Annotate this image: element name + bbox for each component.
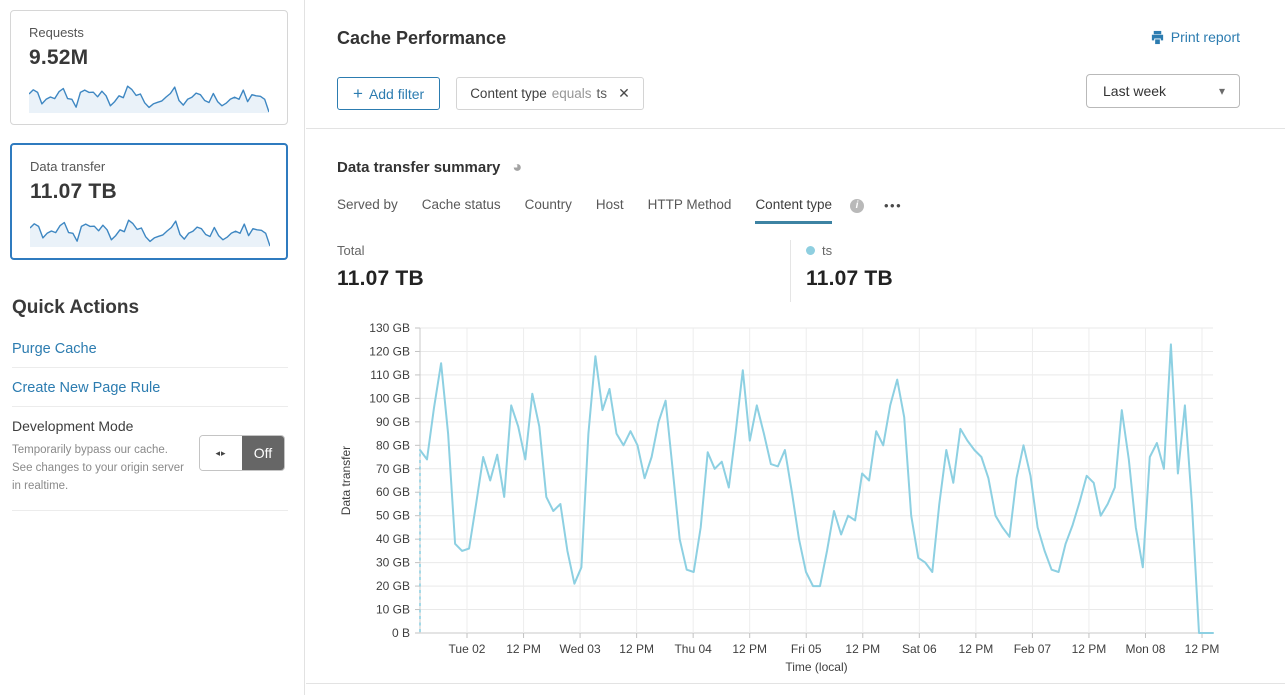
svg-text:0 B: 0 B <box>392 626 410 640</box>
filter-bar: + Add filter Content type equals ts ✕ <box>337 77 644 110</box>
quick-actions-title: Quick Actions <box>12 297 140 318</box>
more-options-icon[interactable]: ••• <box>884 198 903 213</box>
divider <box>12 510 288 511</box>
svg-text:130 GB: 130 GB <box>369 321 410 335</box>
svg-text:80 GB: 80 GB <box>376 438 410 452</box>
svg-text:Tue 02: Tue 02 <box>449 642 486 656</box>
requests-card-value: 9.52M <box>29 46 89 69</box>
purge-cache-link[interactable]: Purge Cache <box>12 341 97 357</box>
series-stat-value: 11.07 TB <box>806 267 893 290</box>
divider <box>306 128 1285 129</box>
svg-text:12 PM: 12 PM <box>619 642 654 656</box>
tab-country[interactable]: Country <box>524 197 572 212</box>
printer-icon <box>1151 30 1163 44</box>
svg-text:20 GB: 20 GB <box>376 579 410 593</box>
data-transfer-metric-card[interactable]: Data transfer 11.07 TB <box>10 143 288 260</box>
add-filter-button[interactable]: + Add filter <box>337 77 441 110</box>
development-mode-description: Temporarily bypass our cache. See change… <box>12 444 184 492</box>
requests-sparkline-chart <box>29 85 269 113</box>
svg-text:Fri 05: Fri 05 <box>791 642 822 656</box>
toggle-arrows-icon: ◂▸ <box>200 436 242 470</box>
dimension-tabs: Served by Cache status Country Host HTTP… <box>337 197 902 224</box>
tab-cache-status[interactable]: Cache status <box>421 197 501 212</box>
divider <box>12 367 288 368</box>
svg-text:Thu 04: Thu 04 <box>674 642 712 656</box>
section-title: Data transfer summary <box>337 159 501 176</box>
svg-text:10 GB: 10 GB <box>376 603 410 617</box>
requests-metric-card[interactable]: Requests 9.52M <box>10 10 288 125</box>
data-transfer-card-value: 11.07 TB <box>30 180 117 203</box>
filter-remove-icon[interactable]: ✕ <box>618 85 630 101</box>
plus-icon: + <box>353 83 363 103</box>
svg-text:12 PM: 12 PM <box>1072 642 1107 656</box>
svg-text:Sat 06: Sat 06 <box>902 642 937 656</box>
series-stat-label[interactable]: ts <box>822 243 833 258</box>
filter-chip-operator: equals <box>551 86 592 101</box>
toggle-state-label: Off <box>242 436 284 470</box>
chevron-down-icon: ▾ <box>1218 84 1225 98</box>
total-stat: Total 11.07 TB <box>337 243 424 291</box>
development-mode-toggle[interactable]: ◂▸ Off <box>199 435 285 471</box>
data-transfer-card-label: Data transfer <box>30 159 106 174</box>
svg-text:50 GB: 50 GB <box>376 509 410 523</box>
tab-content-type[interactable]: Content type <box>755 197 832 224</box>
svg-text:Time (local): Time (local) <box>785 660 847 674</box>
svg-text:12 PM: 12 PM <box>845 642 880 656</box>
time-range-value: Last week <box>1103 83 1167 99</box>
divider <box>12 406 288 407</box>
total-stat-label: Total <box>337 243 365 258</box>
pie-chart-icon[interactable]: ◕ <box>512 158 523 176</box>
svg-text:Data transfer: Data transfer <box>339 446 353 515</box>
time-range-dropdown[interactable]: Last week ▾ <box>1086 74 1240 108</box>
svg-text:100 GB: 100 GB <box>369 391 410 405</box>
svg-text:90 GB: 90 GB <box>376 415 410 429</box>
print-report-link[interactable]: Print report <box>1150 29 1240 45</box>
svg-text:120 GB: 120 GB <box>369 344 410 358</box>
svg-text:70 GB: 70 GB <box>376 462 410 476</box>
print-report-label: Print report <box>1170 29 1240 45</box>
page-title: Cache Performance <box>337 28 507 48</box>
series-legend-dot <box>806 246 815 255</box>
create-page-rule-link[interactable]: Create New Page Rule <box>12 380 161 396</box>
requests-card-label: Requests <box>29 25 84 40</box>
svg-text:Feb 07: Feb 07 <box>1014 642 1052 656</box>
data-transfer-line-chart: 0 B 10 GB 20 GB 30 GB 40 GB 50 GB 60 GB 70 GB 80… <box>339 321 1220 674</box>
total-stat-value: 11.07 TB <box>337 267 424 290</box>
svg-text:60 GB: 60 GB <box>376 485 410 499</box>
analytics-sidebar: Requests 9.52M Data transfer 11.07 TB Qu… <box>0 0 305 695</box>
svg-text:30 GB: 30 GB <box>376 556 410 570</box>
tab-host[interactable]: Host <box>595 197 624 212</box>
add-filter-label: Add filter <box>368 85 425 102</box>
svg-text:Wed 03: Wed 03 <box>560 642 601 656</box>
filter-chip-value: ts <box>596 86 608 101</box>
svg-text:40 GB: 40 GB <box>376 532 410 546</box>
tab-served-by[interactable]: Served by <box>337 197 398 212</box>
data-transfer-sparkline-chart <box>30 219 270 247</box>
svg-text:12 PM: 12 PM <box>1185 642 1220 656</box>
svg-text:12 PM: 12 PM <box>732 642 767 656</box>
filter-chip-field: Content type <box>470 86 547 101</box>
development-mode-title: Development Mode <box>12 418 134 434</box>
divider <box>790 240 791 302</box>
filter-chip-content-type[interactable]: Content type equals ts ✕ <box>456 77 644 110</box>
tab-http-method[interactable]: HTTP Method <box>647 197 732 212</box>
info-icon[interactable]: i <box>850 198 864 213</box>
svg-text:12 PM: 12 PM <box>506 642 541 656</box>
svg-text:12 PM: 12 PM <box>959 642 994 656</box>
svg-text:110 GB: 110 GB <box>370 368 410 382</box>
divider <box>306 683 1285 684</box>
series-stat: ts 11.07 TB <box>806 243 893 291</box>
svg-text:Mon 08: Mon 08 <box>1125 642 1165 656</box>
